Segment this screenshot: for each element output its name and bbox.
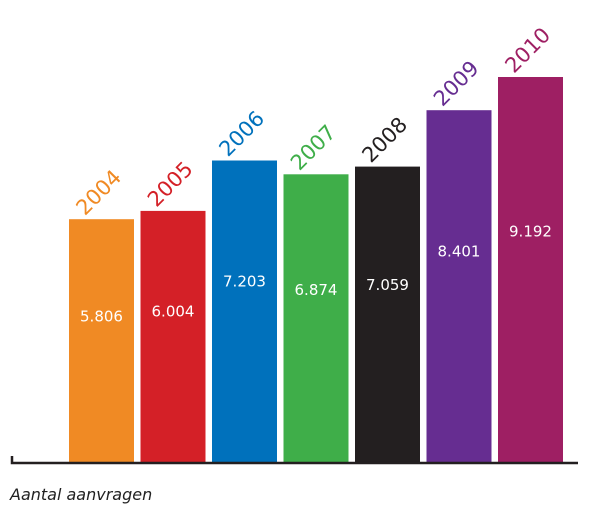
- value-label-2010: 9.192: [509, 222, 552, 240]
- bar-2009: [426, 110, 492, 463]
- value-label-2004: 5.806: [80, 308, 123, 326]
- value-label-2008: 7.059: [366, 276, 409, 294]
- x-axis-line: [10, 456, 578, 465]
- value-labels-group: 5.806 6.004 7.203 6.874 7.059 8.401 9.192: [80, 222, 552, 325]
- bar-2006: [212, 160, 277, 463]
- bar-2005: [140, 210, 206, 463]
- year-label-2010: 2010: [500, 23, 555, 78]
- value-label-2007: 6.874: [295, 281, 338, 299]
- x-axis-label: Aantal aanvragen: [9, 485, 152, 504]
- year-label-2007: 2007: [286, 120, 341, 175]
- value-label-2009: 8.401: [438, 242, 481, 260]
- value-label-2005: 6.004: [152, 303, 195, 321]
- value-label-2006: 7.203: [223, 273, 266, 291]
- year-label-2009: 2009: [429, 56, 484, 111]
- bar-2008: [355, 166, 420, 463]
- bar-2004: [69, 219, 134, 463]
- year-label-2005: 2005: [143, 157, 198, 212]
- bar-2007: [283, 174, 349, 464]
- bar-2010: [498, 77, 563, 463]
- year-label-2004: 2004: [71, 165, 126, 220]
- year-label-2006: 2006: [214, 106, 269, 161]
- bars-group: [69, 77, 563, 464]
- year-label-2008: 2008: [357, 113, 412, 168]
